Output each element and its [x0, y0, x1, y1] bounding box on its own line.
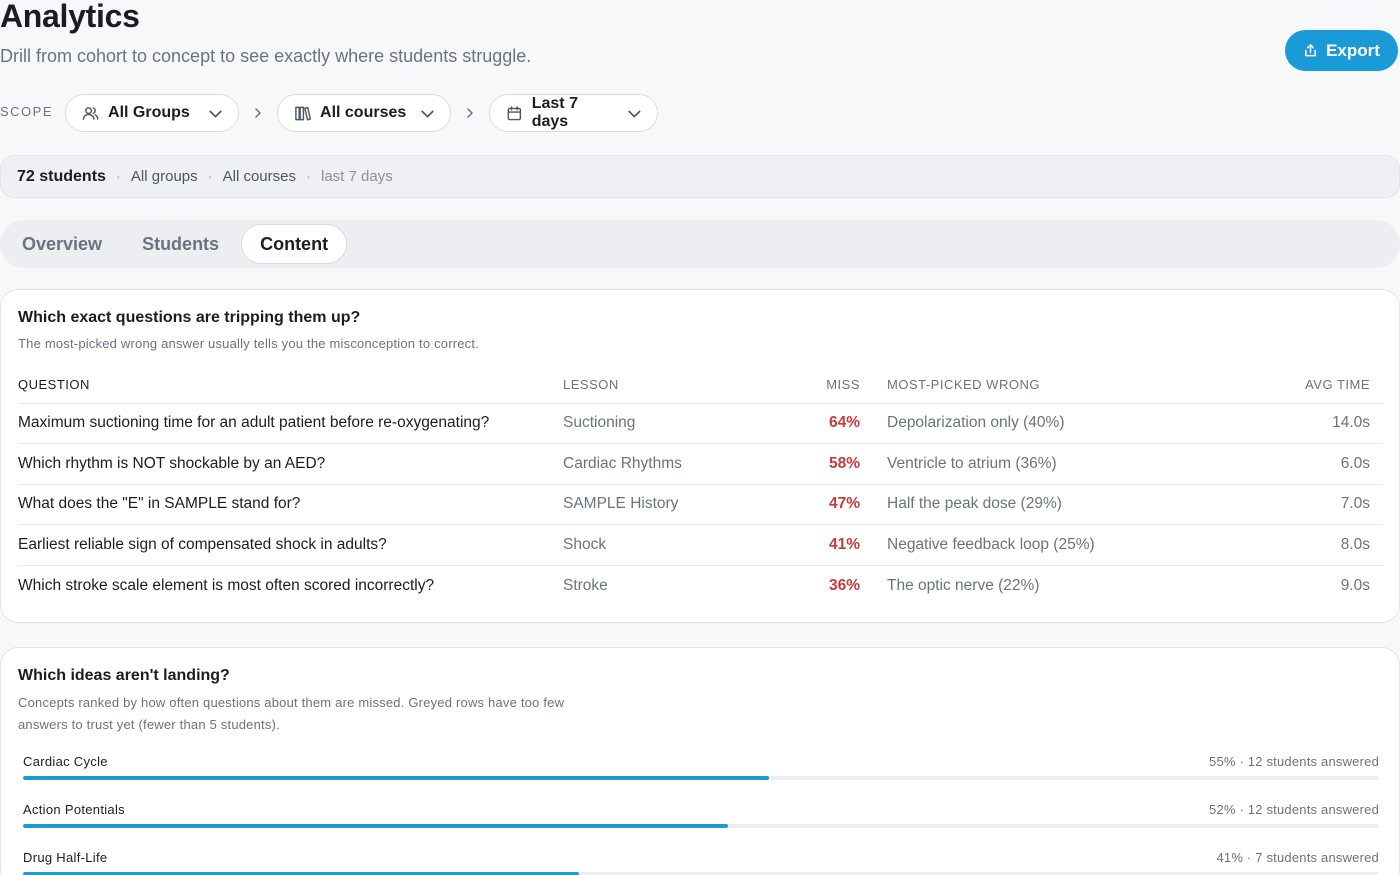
concept-name: Action Potentials: [23, 801, 125, 817]
questions-description: The most-picked wrong answer usually tel…: [18, 336, 480, 351]
scope-label: SCOPE: [0, 103, 54, 119]
avg-time: 9.0s: [1340, 576, 1370, 594]
view-tabs: Overview Students Content: [0, 220, 1400, 268]
concepts-title: Which ideas aren't landing?: [18, 667, 230, 684]
question-text: Earliest reliable sign of compensated sh…: [18, 524, 563, 566]
miss-bar: [23, 824, 1379, 828]
concept-stat: 52% · 12 students answered: [1209, 801, 1379, 817]
miss-bar-fill: [23, 776, 769, 780]
summary-range: last 7 days: [320, 168, 393, 185]
table-row[interactable]: Which rhythm is NOT shockable by an AED?…: [18, 443, 1383, 485]
student-count: 72 students: [17, 167, 106, 185]
lesson-name: SAMPLE History: [563, 484, 763, 525]
questions-card: Which exact questions are tripping them …: [0, 289, 1400, 623]
separator-dot: ·: [115, 168, 121, 185]
groups-select[interactable]: All Groups: [65, 94, 240, 132]
lesson-name: Suctioning: [563, 403, 763, 444]
groups-select-value: All Groups: [108, 104, 190, 121]
miss-bar-fill: [23, 824, 729, 828]
concept-stat: 55% · 12 students answered: [1209, 753, 1379, 769]
most-picked-wrong: Half the peak dose (29%): [860, 484, 1263, 525]
chevron-down-icon: [209, 110, 222, 118]
miss-rate: 47%: [763, 484, 860, 525]
library-icon: [295, 106, 312, 121]
concepts-description: Concepts ranked by how often questions a…: [18, 692, 564, 736]
table-row[interactable]: Earliest reliable sign of compensated sh…: [18, 524, 1383, 566]
table-row[interactable]: What does the "E" in SAMPLE stand for? S…: [18, 484, 1383, 525]
miss-rate: 64%: [763, 403, 860, 444]
miss-rate: 41%: [763, 524, 860, 566]
table-row[interactable]: Maximum suctioning time for an adult pat…: [18, 403, 1383, 444]
concept-row[interactable]: Drug Half-Life 41% · 7 students answered: [23, 848, 1379, 875]
column-most-picked-wrong[interactable]: MOST-PICKED WRONG: [860, 366, 1263, 404]
column-lesson[interactable]: LESSON: [563, 366, 763, 404]
chevron-down-icon: [421, 110, 434, 118]
summary-courses: All courses: [222, 168, 296, 185]
chevron-down-icon: [628, 110, 641, 117]
column-question[interactable]: QUESTION: [18, 366, 563, 404]
concept-row[interactable]: Action Potentials 52% · 12 students answ…: [23, 800, 1379, 828]
tab-overview[interactable]: Overview: [22, 233, 103, 254]
concept-name: Cardiac Cycle: [23, 753, 108, 769]
concept-stat: 41% · 7 students answered: [1216, 849, 1379, 865]
concept-name: Drug Half-Life: [23, 849, 108, 865]
questions-table: QUESTION LESSON MISS MOST-PICKED WRONG A…: [18, 366, 1383, 606]
export-label: Export: [1326, 40, 1380, 60]
export-button[interactable]: Export: [1285, 30, 1398, 71]
lesson-name: Shock: [563, 524, 763, 566]
table-header-row: QUESTION LESSON MISS MOST-PICKED WRONG A…: [18, 366, 1383, 404]
most-picked-wrong: Ventricle to atrium (36%): [860, 443, 1263, 485]
miss-bar: [23, 872, 1379, 875]
courses-select[interactable]: All courses: [277, 94, 452, 132]
concept-row[interactable]: Cardiac Cycle 55% · 12 students answered: [23, 752, 1379, 780]
summary-groups: All groups: [130, 168, 198, 185]
page-title: Analytics: [0, 0, 140, 34]
column-miss[interactable]: MISS: [763, 366, 860, 404]
avg-time: 7.0s: [1263, 484, 1383, 525]
calendar-icon: [507, 105, 522, 120]
avg-time: 14.0s: [1263, 403, 1383, 444]
concepts-card: Which ideas aren't landing? Concepts ran…: [0, 647, 1400, 875]
scope-summary: 72 students · All groups · All courses ·…: [0, 155, 1400, 198]
avg-time: 6.0s: [1263, 443, 1383, 485]
date-range-select[interactable]: Last 7 days: [489, 94, 659, 132]
miss-bar-fill: [23, 872, 579, 875]
question-text: Which stroke scale element is most often…: [18, 576, 435, 594]
lesson-name: Cardiac Rhythms: [563, 443, 763, 485]
column-avg-time[interactable]: AVG TIME: [1263, 366, 1383, 404]
table-row[interactable]: Which stroke scale element is most often…: [18, 565, 1383, 606]
lesson-name: Stroke: [563, 576, 608, 594]
share-icon: [1305, 44, 1317, 57]
concepts-description-line2: answers to trust yet (fewer than 5 stude…: [18, 717, 280, 732]
most-picked-wrong: The optic nerve (22%): [887, 576, 1040, 594]
question-text: Which rhythm is NOT shockable by an AED?: [18, 443, 563, 485]
chevron-right-icon: [451, 107, 489, 119]
miss-bar: [23, 776, 1379, 780]
courses-select-value: All courses: [320, 104, 407, 121]
questions-title: Which exact questions are tripping them …: [18, 309, 361, 326]
page-subtitle: Drill from cohort to concept to see exac…: [0, 46, 532, 66]
question-text: What does the "E" in SAMPLE stand for?: [18, 484, 563, 525]
chevron-right-icon: [239, 107, 277, 119]
most-picked-wrong: Negative feedback loop (25%): [860, 524, 1263, 566]
separator-dot: ·: [207, 168, 213, 185]
tab-students[interactable]: Students: [142, 233, 220, 254]
users-icon: [82, 106, 99, 120]
date-range-value: Last 7 days: [531, 95, 578, 130]
concepts-description-line1: Concepts ranked by how often questions a…: [18, 695, 565, 710]
miss-rate: 36%: [828, 576, 860, 594]
miss-rate: 58%: [763, 443, 860, 485]
most-picked-wrong: Depolarization only (40%): [860, 403, 1263, 444]
question-text: Maximum suctioning time for an adult pat…: [18, 403, 563, 444]
avg-time: 8.0s: [1263, 524, 1383, 566]
separator-dot: ·: [305, 168, 311, 185]
tab-content[interactable]: Content: [241, 224, 348, 264]
scope-bar: SCOPE All Groups All courses Last 7: [0, 94, 659, 132]
